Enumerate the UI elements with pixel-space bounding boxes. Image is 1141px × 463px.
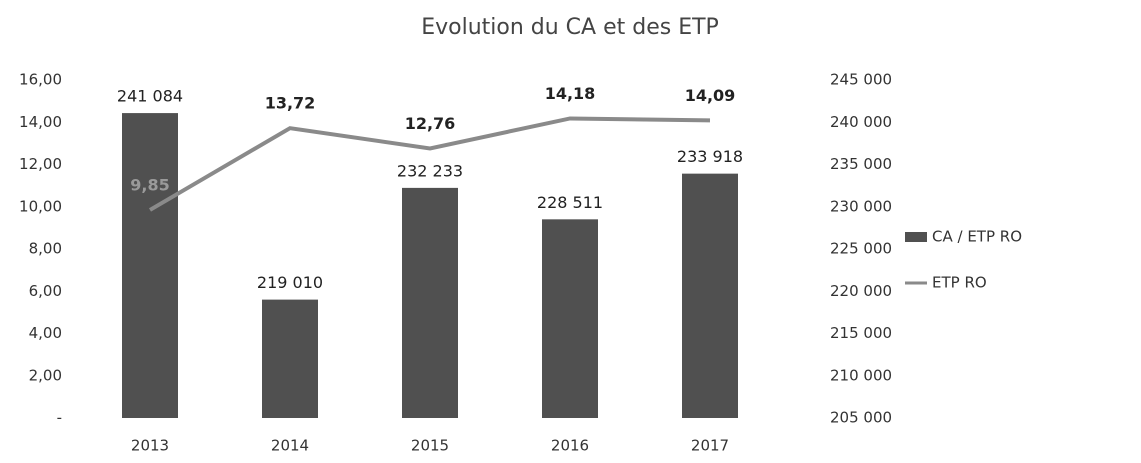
y-tick-label: 12,00 (19, 155, 62, 173)
bar-value-label: 232 233 (397, 161, 463, 180)
x-tick-label: 2015 (411, 437, 449, 455)
y2-tick-label: 230 000 (830, 197, 892, 215)
y-tick-label: 8,00 (29, 240, 62, 258)
legend-swatch (905, 232, 927, 242)
y-tick-label: 6,00 (29, 282, 62, 300)
chart-title: Evolution du CA et des ETP (421, 15, 719, 40)
legend-label: ETP RO (932, 274, 987, 292)
line (148, 116, 711, 212)
bar-value-label: 228 511 (537, 193, 603, 212)
bar (262, 299, 318, 418)
y-tick-label: 4,00 (29, 324, 62, 342)
x-tick-label: 2013 (131, 437, 169, 455)
y2-tick-label: 205 000 (830, 409, 892, 427)
line-value-label: 9,85 (130, 175, 169, 194)
y2-tick-label: 215 000 (830, 324, 892, 342)
y-tick-label: 2,00 (29, 366, 62, 384)
x-tick-label: 2016 (551, 437, 589, 455)
bar-value-label: 233 918 (677, 147, 743, 166)
x-tick-label: 2017 (691, 437, 729, 455)
line-value-label: 12,76 (405, 114, 456, 133)
y2-tick-label: 245 000 (830, 71, 892, 89)
line-value-label: 14,09 (685, 86, 736, 105)
y2-tick-label: 240 000 (830, 113, 892, 131)
y-tick-label: 14,00 (19, 113, 62, 131)
x-tick-label: 2014 (271, 437, 309, 455)
y2-tick-label: 225 000 (830, 240, 892, 258)
y2-tick-label: 235 000 (830, 155, 892, 173)
bar (542, 219, 598, 418)
y-tick-label: 10,00 (19, 197, 62, 215)
y2-tick-label: 220 000 (830, 282, 892, 300)
bar (122, 113, 178, 418)
y2-tick-label: 210 000 (830, 366, 892, 384)
line-value-label: 13,72 (265, 94, 316, 113)
bar-value-label: 241 084 (117, 87, 183, 106)
y-tick-label: - (57, 409, 62, 427)
bar (402, 187, 458, 418)
line-value-label: 14,18 (545, 84, 596, 103)
bar-value-label: 219 010 (257, 273, 323, 292)
y-tick-label: 16,00 (19, 71, 62, 89)
legend-label: CA / ETP RO (932, 228, 1022, 246)
bar (682, 173, 738, 418)
